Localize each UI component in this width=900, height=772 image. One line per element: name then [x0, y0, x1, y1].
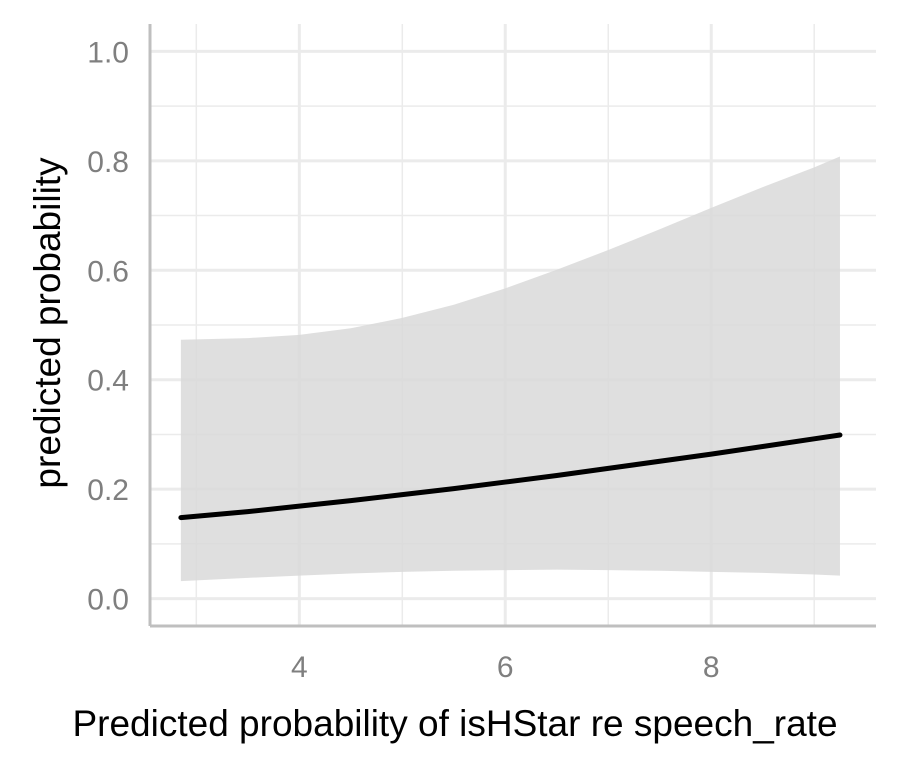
series-line-layer [178, 432, 843, 521]
y-tick-label: 0.8 [87, 146, 129, 179]
x-tick-label: 8 [703, 651, 720, 684]
tick-labels: 4 6 8 0.0 0.2 0.4 0.6 0.8 1.0 [87, 36, 719, 684]
confidence-band-layer [180, 156, 840, 582]
axes [148, 24, 876, 628]
y-tick-label: 0.0 [87, 584, 129, 617]
confidence-band [180, 156, 840, 582]
y-tick-label: 0.4 [87, 365, 129, 398]
y-axis-title: predicted probability [27, 157, 68, 489]
y-tick-label: 0.6 [87, 255, 129, 288]
y-tick-label: 0.2 [87, 474, 129, 507]
x-axis-title: Predicted probability of isHStar re spee… [72, 703, 837, 744]
x-tick-label: 6 [497, 651, 514, 684]
series-line [178, 432, 843, 521]
x-tick-label: 4 [291, 651, 308, 684]
y-tick-label: 1.0 [87, 36, 129, 69]
